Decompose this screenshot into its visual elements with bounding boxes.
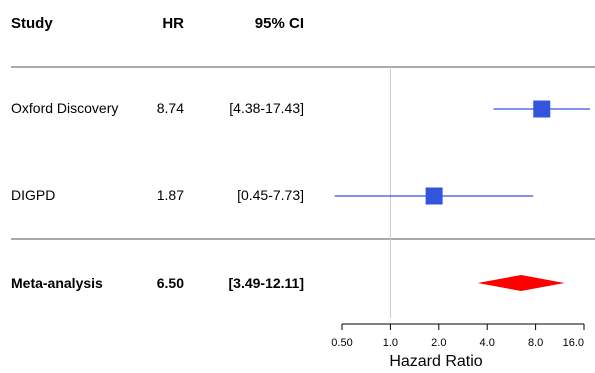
x-tick-label: 1.0	[383, 337, 398, 349]
study-ci: [0.45-7.73]	[237, 187, 304, 203]
study-row-digpd: DIGPD 1.87 [0.45-7.73]	[11, 187, 534, 205]
study-ci: [4.38-17.43]	[229, 100, 304, 116]
meta-hr: 6.50	[157, 275, 184, 291]
header-study: Study	[11, 15, 53, 32]
study-name: Oxford Discovery	[11, 100, 118, 116]
study-hr: 1.87	[157, 187, 184, 203]
meta-ci: [3.49-12.11]	[229, 275, 305, 291]
x-tick-label: 16.0	[563, 337, 584, 349]
header-ci: 95% CI	[255, 15, 304, 32]
meta-name: Meta-analysis	[11, 275, 103, 291]
study-hr-marker	[533, 100, 551, 118]
study-row-oxford-discovery: Oxford Discovery 8.74 [4.38-17.43]	[11, 100, 590, 118]
x-axis: 0.50 1.0 2.0 4.0 8.0 16.0	[331, 323, 585, 349]
x-tick-label: 0.50	[331, 337, 352, 349]
x-tick-label: 2.0	[431, 337, 446, 349]
meta-diamond	[477, 275, 565, 291]
study-hr-marker	[425, 187, 443, 205]
x-tick-label: 4.0	[480, 337, 495, 349]
x-tick-label: 8.0	[528, 337, 543, 349]
study-hr: 8.74	[157, 100, 184, 116]
study-name: DIGPD	[11, 187, 55, 203]
x-axis-label: Hazard Ratio	[389, 353, 482, 370]
header-hr: HR	[162, 15, 184, 32]
meta-analysis-row: Meta-analysis 6.50 [3.49-12.11]	[11, 275, 565, 291]
